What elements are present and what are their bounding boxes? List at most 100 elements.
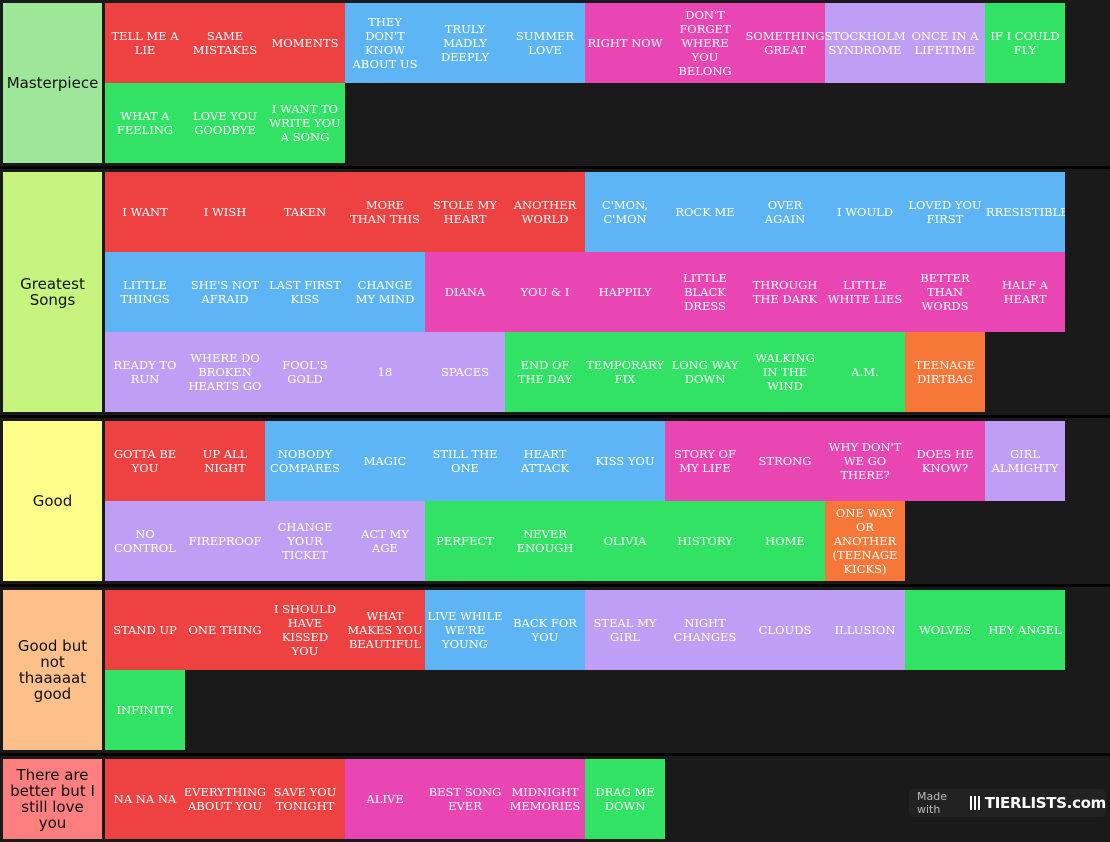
song-tile[interactable]: FOOL'S GOLD bbox=[265, 332, 345, 412]
song-tile[interactable]: INFINITY bbox=[105, 670, 185, 750]
song-tile[interactable]: YOU & I bbox=[505, 252, 585, 332]
song-tile[interactable]: THEY DON'T KNOW ABOUT US bbox=[345, 3, 425, 83]
song-tile[interactable]: WHERE DO BROKEN HEARTS GO bbox=[185, 332, 265, 412]
song-tile[interactable]: STILL THE ONE bbox=[425, 421, 505, 501]
song-tile[interactable]: SPACES bbox=[425, 332, 505, 412]
song-tile[interactable]: I WISH bbox=[185, 172, 265, 252]
song-tile[interactable]: ONCE IN A LIFETIME bbox=[905, 3, 985, 83]
tier-label[interactable]: Good but not thaaaaat good bbox=[3, 590, 102, 750]
song-tile[interactable]: DIANA bbox=[425, 252, 505, 332]
tier-label[interactable]: Greatest Songs bbox=[3, 172, 102, 412]
song-tile[interactable]: CHANGE MY MIND bbox=[345, 252, 425, 332]
song-tile[interactable]: TRULY MADLY DEEPLY bbox=[425, 3, 505, 83]
song-tile[interactable]: THROUGH THE DARK bbox=[745, 252, 825, 332]
song-tile[interactable]: WALKING IN THE WIND bbox=[745, 332, 825, 412]
song-tile[interactable]: 18 bbox=[345, 332, 425, 412]
song-tile[interactable]: NO CONTROL bbox=[105, 501, 185, 581]
song-tile[interactable]: DON'T FORGET WHERE YOU BELONG bbox=[665, 3, 745, 83]
song-tile[interactable]: STOLE MY HEART bbox=[425, 172, 505, 252]
song-tile[interactable]: HOME bbox=[745, 501, 825, 581]
song-tile[interactable]: MOMENTS bbox=[265, 3, 345, 83]
song-tile[interactable]: SUMMER LOVE bbox=[505, 3, 585, 83]
song-tile[interactable]: NA NA NA bbox=[105, 759, 185, 839]
song-tile[interactable]: CLOUDS bbox=[745, 590, 825, 670]
song-tile[interactable]: WOLVES bbox=[905, 590, 985, 670]
song-tile[interactable]: ANOTHER WORLD bbox=[505, 172, 585, 252]
song-tile[interactable]: LITTLE BLACK DRESS bbox=[665, 252, 745, 332]
song-tile[interactable]: ONE WAY OR ANOTHER (TEENAGE KICKS) bbox=[825, 501, 905, 581]
song-tile[interactable]: I SHOULD HAVE KISSED YOU bbox=[265, 590, 345, 670]
song-tile[interactable]: TEENAGE DIRTBAG bbox=[905, 332, 985, 412]
song-tile[interactable]: CHANGE YOUR TICKET bbox=[265, 501, 345, 581]
song-tile[interactable]: KISS YOU bbox=[585, 421, 665, 501]
song-tile[interactable]: TELL ME A LIE bbox=[105, 3, 185, 83]
made-with-badge[interactable]: Made with TIERLISTS.com bbox=[909, 789, 1106, 817]
song-tile[interactable]: I WANT TO WRITE YOU A SONG bbox=[265, 83, 345, 163]
song-tile[interactable]: TAKEN bbox=[265, 172, 345, 252]
song-tile[interactable]: LONG WAY DOWN bbox=[665, 332, 745, 412]
song-tile[interactable]: LOVE YOU GOODBYE bbox=[185, 83, 265, 163]
song-tile[interactable]: MIDNIGHT MEMORIES bbox=[505, 759, 585, 839]
song-tile[interactable]: NOBODY COMPARES bbox=[265, 421, 345, 501]
song-tile[interactable]: SAVE YOU TONIGHT bbox=[265, 759, 345, 839]
song-tile[interactable]: I WOULD bbox=[825, 172, 905, 252]
song-tile[interactable]: MAGIC bbox=[345, 421, 425, 501]
song-tile[interactable]: ROCK ME bbox=[665, 172, 745, 252]
song-tile[interactable]: LOVED YOU FIRST bbox=[905, 172, 985, 252]
song-tile[interactable]: OVER AGAIN bbox=[745, 172, 825, 252]
song-tile[interactable]: END OF THE DAY bbox=[505, 332, 585, 412]
song-tile[interactable]: STAND UP bbox=[105, 590, 185, 670]
song-tile[interactable]: MORE THAN THIS bbox=[345, 172, 425, 252]
tier-label[interactable]: Masterpiece bbox=[3, 3, 102, 163]
song-tile[interactable]: FIREPROOF bbox=[185, 501, 265, 581]
song-tile[interactable]: WHY DON'T WE GO THERE? bbox=[825, 421, 905, 501]
song-tile[interactable]: STORY OF MY LIFE bbox=[665, 421, 745, 501]
song-tile[interactable]: DRAG ME DOWN bbox=[585, 759, 665, 839]
song-tile[interactable]: ONE THING bbox=[185, 590, 265, 670]
song-tile[interactable]: RIGHT NOW bbox=[585, 3, 665, 83]
song-tile[interactable]: NIGHT CHANGES bbox=[665, 590, 745, 670]
song-tile[interactable]: WHAT A FEELING bbox=[105, 83, 185, 163]
song-tile[interactable]: GIRL ALMIGHTY bbox=[985, 421, 1065, 501]
tier-label[interactable]: Good bbox=[3, 421, 102, 581]
song-tile[interactable]: LIVE WHILE WE'RE YOUNG bbox=[425, 590, 505, 670]
tier-label[interactable]: There are better but I still love you bbox=[3, 759, 102, 839]
song-tile[interactable]: STEAL MY GIRL bbox=[585, 590, 665, 670]
song-tile[interactable]: STRONG bbox=[745, 421, 825, 501]
song-tile[interactable]: IF I COULD FLY bbox=[985, 3, 1065, 83]
song-tile[interactable]: IRRESISTIBLE bbox=[985, 172, 1065, 252]
song-tile[interactable]: A.M. bbox=[825, 332, 905, 412]
song-tile[interactable]: WHAT MAKES YOU BEAUTIFUL bbox=[345, 590, 425, 670]
song-tile[interactable]: C'MON, C'MON bbox=[585, 172, 665, 252]
tier-row: Masterpiece TELL ME A LIE SAME MISTAKES MOM… bbox=[0, 0, 1110, 166]
song-tile[interactable]: ACT MY AGE bbox=[345, 501, 425, 581]
song-tile[interactable]: LAST FIRST KISS bbox=[265, 252, 345, 332]
song-tile[interactable]: HAPPILY bbox=[585, 252, 665, 332]
song-tile[interactable]: TEMPORARY FIX bbox=[585, 332, 665, 412]
song-tile[interactable]: BEST SONG EVER bbox=[425, 759, 505, 839]
song-tile[interactable]: STOCKHOLM SYNDROME bbox=[825, 3, 905, 83]
song-tile[interactable]: HALF A HEART bbox=[985, 252, 1065, 332]
song-tile[interactable]: LITTLE WHITE LIES bbox=[825, 252, 905, 332]
song-tile[interactable]: I WANT bbox=[105, 172, 185, 252]
song-tile[interactable]: PERFECT bbox=[425, 501, 505, 581]
song-tile[interactable]: READY TO RUN bbox=[105, 332, 185, 412]
song-tile[interactable]: SAME MISTAKES bbox=[185, 3, 265, 83]
song-tile[interactable]: LITTLE THINGS bbox=[105, 252, 185, 332]
song-tile[interactable]: BACK FOR YOU bbox=[505, 590, 585, 670]
song-tile[interactable]: EVERYTHING ABOUT YOU bbox=[185, 759, 265, 839]
song-tile[interactable]: HEART ATTACK bbox=[505, 421, 585, 501]
song-tile[interactable]: SOMETHING GREAT bbox=[745, 3, 825, 83]
song-tile[interactable]: BETTER THAN WORDS bbox=[905, 252, 985, 332]
song-tile[interactable]: GOTTA BE YOU bbox=[105, 421, 185, 501]
song-tile[interactable]: ALIVE bbox=[345, 759, 425, 839]
song-tile[interactable]: OLIVIA bbox=[585, 501, 665, 581]
tierlists-brand: TIERLISTS.com bbox=[984, 794, 1107, 812]
song-tile[interactable]: UP ALL NIGHT bbox=[185, 421, 265, 501]
song-tile[interactable]: HISTORY bbox=[665, 501, 745, 581]
song-tile[interactable]: HEY ANGEL bbox=[985, 590, 1065, 670]
song-tile[interactable]: ILLUSION bbox=[825, 590, 905, 670]
song-tile[interactable]: NEVER ENOUGH bbox=[505, 501, 585, 581]
song-tile[interactable]: DOES HE KNOW? bbox=[905, 421, 985, 501]
song-tile[interactable]: SHE'S NOT AFRAID bbox=[185, 252, 265, 332]
